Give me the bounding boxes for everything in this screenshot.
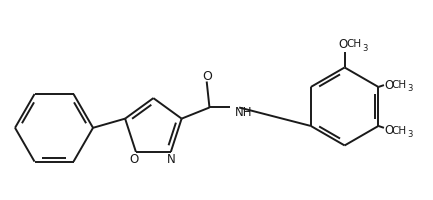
Text: CH: CH xyxy=(346,39,362,49)
Text: 3: 3 xyxy=(407,84,412,93)
Text: O: O xyxy=(384,124,393,136)
Text: NH: NH xyxy=(235,105,252,118)
Text: 3: 3 xyxy=(362,43,368,52)
Text: CH: CH xyxy=(391,80,407,90)
Text: N: N xyxy=(167,152,176,165)
Text: CH: CH xyxy=(391,125,407,135)
Text: O: O xyxy=(338,38,347,51)
Text: O: O xyxy=(202,69,212,82)
Text: 3: 3 xyxy=(407,129,412,138)
Text: O: O xyxy=(384,78,393,91)
Text: O: O xyxy=(129,152,139,165)
